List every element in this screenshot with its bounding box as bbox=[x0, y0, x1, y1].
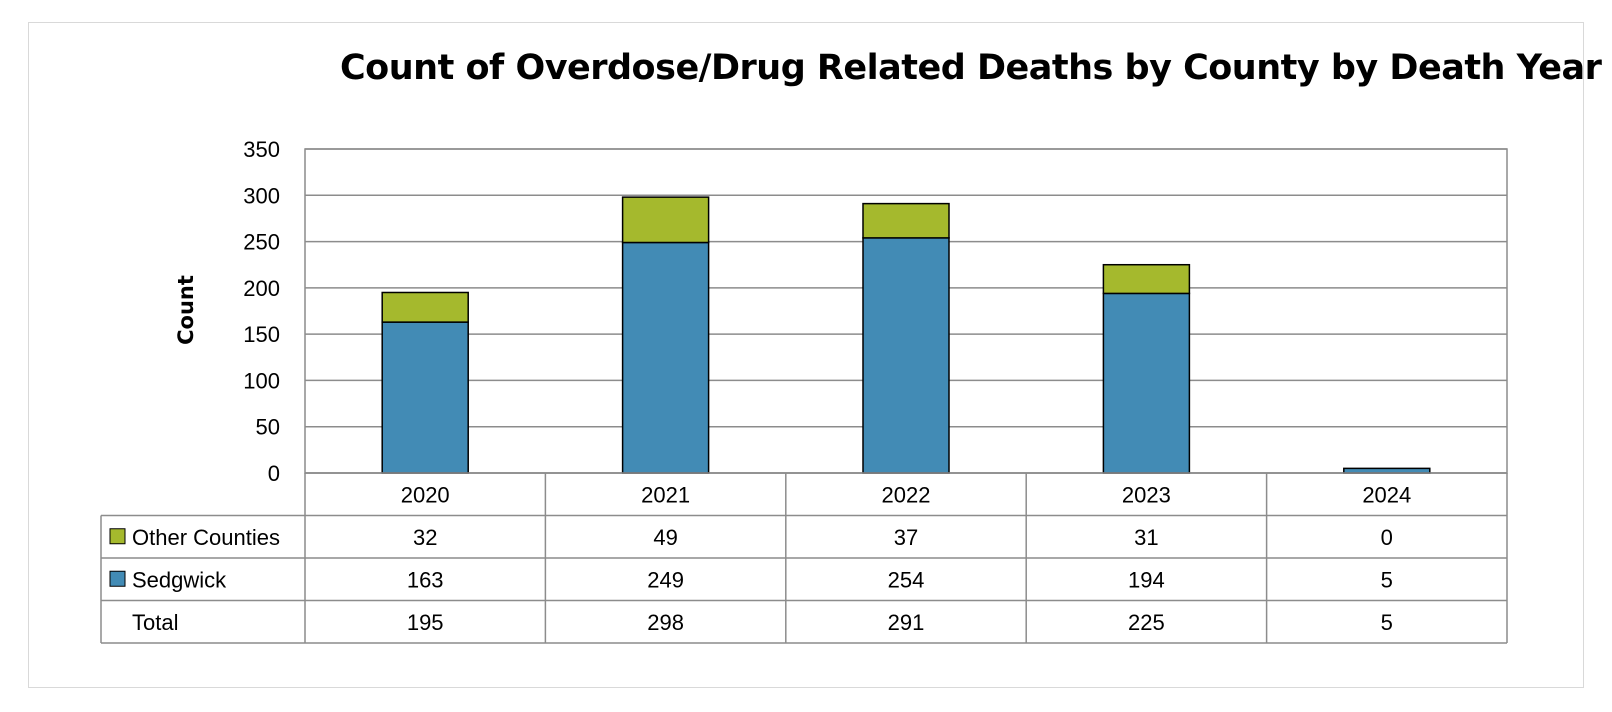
y-tick-label: 250 bbox=[243, 230, 280, 255]
y-tick-label: 300 bbox=[243, 183, 280, 208]
table-cell: 195 bbox=[407, 610, 444, 635]
x-tick-label: 2023 bbox=[1122, 482, 1171, 507]
table-row-label: Other Counties bbox=[132, 525, 280, 550]
y-axis-label: Count bbox=[174, 275, 198, 345]
table-cell: 291 bbox=[888, 610, 925, 635]
data-table: 2020 2021 2022 2023 2024 Other Counties 32 49 37… bbox=[100, 472, 1508, 644]
table-cell: 249 bbox=[647, 567, 684, 592]
y-tick-label: 150 bbox=[243, 322, 280, 347]
table-row-label: Total bbox=[132, 610, 178, 635]
y-tick-label: 0 bbox=[268, 461, 280, 486]
table-cell: 5 bbox=[1381, 567, 1393, 592]
x-tick-label: 2024 bbox=[1362, 482, 1411, 507]
table-cell: 49 bbox=[653, 525, 677, 550]
chart-frame bbox=[28, 22, 1584, 688]
y-tick-label: 50 bbox=[256, 415, 280, 440]
y-tick-label: 350 bbox=[243, 137, 280, 162]
table-cell: 298 bbox=[647, 610, 684, 635]
table-cell: 194 bbox=[1128, 567, 1165, 592]
chart-title: Count of Overdose/Drug Related Deaths by… bbox=[340, 48, 1602, 88]
x-tick-label: 2020 bbox=[401, 482, 450, 507]
table-cell: 5 bbox=[1381, 610, 1393, 635]
bar-other-counties bbox=[1102, 263, 1191, 295]
table-cell: 37 bbox=[894, 525, 918, 550]
table-cell: 163 bbox=[407, 567, 444, 592]
y-tick-label: 100 bbox=[243, 368, 280, 393]
y-tick-label: 200 bbox=[243, 276, 280, 301]
table-cell: 254 bbox=[888, 567, 925, 592]
x-tick-label: 2021 bbox=[641, 482, 690, 507]
table-cell: 0 bbox=[1381, 525, 1393, 550]
table-cell: 225 bbox=[1128, 610, 1165, 635]
bar-other-counties bbox=[862, 202, 950, 239]
bar-other-counties bbox=[381, 291, 469, 323]
y-axis: 0 50 100 150 200 250 300 350 bbox=[243, 137, 280, 486]
bar-sedgwick bbox=[1102, 292, 1191, 474]
table-cell: 32 bbox=[413, 525, 437, 550]
bar-sedgwick bbox=[862, 237, 950, 474]
legend-swatch-other-counties bbox=[109, 528, 126, 545]
bar-other-counties bbox=[621, 196, 710, 244]
bar-sedgwick bbox=[381, 321, 469, 474]
table-row-label: Sedgwick bbox=[132, 567, 227, 592]
bars bbox=[381, 196, 1431, 474]
table-cell: 31 bbox=[1134, 525, 1158, 550]
legend-swatch-sedgwick bbox=[109, 570, 126, 587]
bar-sedgwick bbox=[621, 241, 710, 474]
x-tick-label: 2022 bbox=[882, 482, 931, 507]
